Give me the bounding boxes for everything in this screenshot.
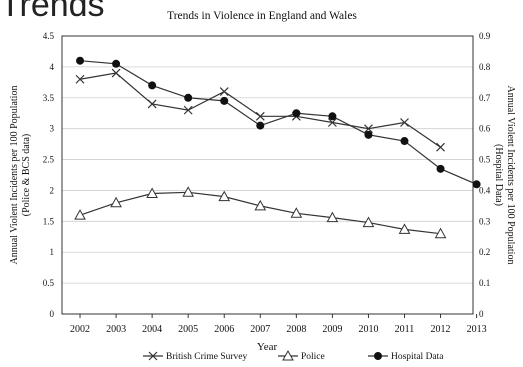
data-point-hospital-data [364, 131, 372, 139]
data-point-hospital-data [256, 122, 264, 130]
data-point-hospital-data [112, 60, 120, 68]
data-point-hospital-data [184, 94, 192, 102]
left-axis-ticks: 0 0.5 1 1.5 2 2.5 3 3.5 4 4.5 [43, 31, 55, 319]
data-point-hospital-data [292, 109, 300, 117]
x-tick-label: 2012 [431, 324, 451, 335]
right-tick-label: 0.1 [479, 278, 490, 288]
left-axis-label-line-2: (Police & BCS data) [21, 134, 32, 217]
legend-label: Police [301, 352, 325, 362]
data-point-hospital-data [148, 81, 156, 89]
x-tick-label: 2002 [70, 324, 90, 335]
data-point-police [183, 187, 193, 196]
x-axis-label: Year [257, 341, 278, 353]
x-tick-label: 2006 [214, 324, 234, 335]
legend-label: British Crime Survey [166, 352, 248, 362]
right-tick-label: 0.6 [479, 124, 491, 134]
right-tick-label: 0.3 [479, 216, 491, 226]
data-point-hospital-data [401, 137, 409, 145]
series-line-police [80, 192, 441, 233]
left-tick-label: 1.5 [43, 216, 55, 226]
right-axis-label-line-1: Annual Violent Incidents per 100 Populat… [505, 86, 516, 265]
right-axis-ticks: 0 0.1 0.2 0.3 0.4 0.5 0.6 0.7 0.8 0.9 [479, 31, 491, 319]
left-tick-label: 4.5 [43, 31, 55, 41]
data-point-hospital-data [220, 97, 228, 105]
x-tick-label: 2010 [358, 324, 378, 335]
left-tick-label: 2 [50, 185, 55, 195]
grid-lines [62, 36, 473, 314]
right-tick-label: 0.8 [479, 62, 491, 72]
x-tick-label: 2008 [286, 324, 306, 335]
data-point-british-crime-survey [220, 88, 228, 96]
legend-item-hospital-data: Hospital Data [368, 352, 444, 362]
right-tick-label: 0 [479, 309, 484, 319]
data-point-hospital-data [437, 165, 445, 173]
plot-frame [62, 36, 473, 314]
chart-title: Trends in Violence in England and Wales [167, 10, 357, 22]
legend-item-police: Police [278, 351, 325, 362]
series-police [75, 187, 446, 237]
x-tick-label: 2007 [250, 324, 270, 335]
x-axis-ticks: 2002 2003 2004 2005 2006 2007 2008 2009 2010 2011… [70, 314, 487, 335]
left-tick-label: 4 [50, 62, 55, 72]
left-tick-label: 0.5 [43, 278, 55, 288]
series-hospital-data [76, 57, 481, 189]
x-tick-label: 2011 [395, 324, 415, 335]
left-tick-label: 1 [50, 247, 55, 257]
right-tick-label: 0.5 [479, 155, 491, 165]
series-line-hospital-data [80, 61, 477, 185]
x-tick-label: 2013 [467, 324, 487, 335]
x-tick-label: 2004 [142, 324, 162, 335]
x-tick-label: 2009 [322, 324, 342, 335]
left-tick-label: 0 [50, 309, 55, 319]
left-tick-label: 3 [50, 124, 55, 134]
legend-marker [374, 352, 382, 360]
right-tick-label: 0.7 [479, 93, 491, 103]
data-point-police [75, 210, 85, 219]
data-point-hospital-data [473, 180, 481, 188]
legend: British Crime Survey Police Hospital Data [143, 351, 444, 362]
data-point-british-crime-survey [437, 143, 445, 151]
left-tick-label: 2.5 [43, 155, 55, 165]
legend-item-british-crime-survey: British Crime Survey [143, 352, 248, 362]
right-axis-label-line-2: (Hospital Data) [493, 144, 504, 206]
left-axis-label-line-1: Annual Violent Incidents per 100 Populat… [9, 86, 20, 265]
left-tick-label: 3.5 [43, 93, 55, 103]
data-point-hospital-data [76, 57, 84, 65]
legend-label: Hospital Data [391, 352, 444, 362]
x-tick-label: 2005 [178, 324, 198, 335]
right-tick-label: 0.9 [479, 31, 491, 41]
series-layer [75, 57, 481, 238]
series-line-british-crime-survey [80, 73, 441, 147]
x-tick-label: 2003 [106, 324, 126, 335]
right-tick-label: 0.4 [479, 185, 491, 195]
right-tick-label: 0.2 [479, 247, 490, 257]
data-point-hospital-data [328, 112, 336, 120]
